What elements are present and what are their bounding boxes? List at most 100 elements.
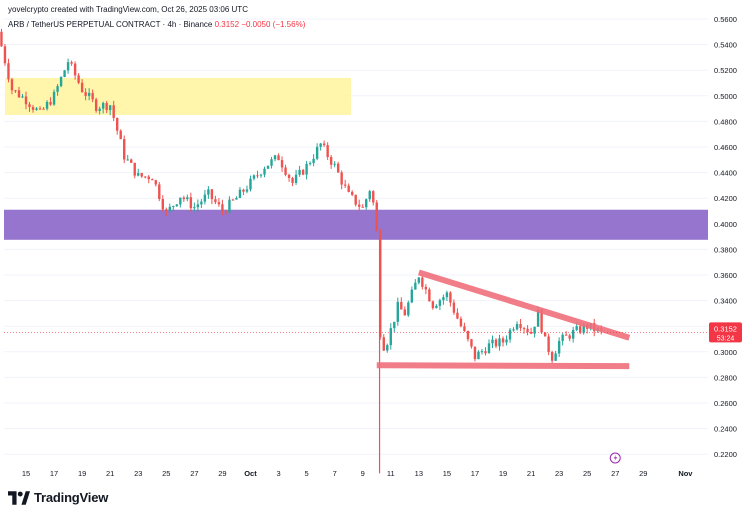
candle-body <box>582 324 585 333</box>
candle-body <box>228 199 231 213</box>
symbol-line[interactable]: ARB / TetherUS PERPETUAL CONTRACT · 4h ·… <box>8 20 305 29</box>
candle-body <box>203 194 207 202</box>
candle-body <box>84 92 87 96</box>
candle-body <box>263 168 266 175</box>
price-tick-label: 0.5200 <box>714 66 737 75</box>
candle-body <box>389 328 392 346</box>
price-tick-label: 0.2200 <box>714 450 737 459</box>
candle-body <box>66 62 70 71</box>
candle-body <box>470 339 473 347</box>
candle-body <box>308 163 312 165</box>
candle-body <box>259 174 263 176</box>
bar-countdown: 53:24 <box>717 335 735 342</box>
candles-group <box>0 28 603 474</box>
candle-body <box>38 108 42 110</box>
candle-body <box>463 326 466 332</box>
candle-body <box>533 326 536 334</box>
price-tick-label: 0.3800 <box>714 245 737 254</box>
candle-body <box>94 99 98 111</box>
candle-body <box>91 92 94 100</box>
candle-body <box>477 351 480 360</box>
candle-body <box>112 105 115 119</box>
candle-body <box>52 91 56 105</box>
candle-body <box>182 197 186 200</box>
candle-body <box>7 63 10 80</box>
candle-body <box>21 96 24 98</box>
time-tick-label: 17 <box>50 469 58 478</box>
tradingview-brand[interactable]: TradingView <box>8 490 108 505</box>
time-tick-label: 11 <box>387 469 395 478</box>
time-tick-label: 27 <box>190 469 198 478</box>
chart-credit: yovelcrypto created with TradingView.com… <box>8 5 248 14</box>
candle-body <box>24 96 28 105</box>
price-tick-label: 0.4400 <box>714 169 737 178</box>
candle-body <box>473 346 477 360</box>
candle-body <box>452 302 456 313</box>
candle-body <box>508 329 512 340</box>
candle-body <box>358 204 361 207</box>
price-tick-label: 0.4600 <box>714 143 737 152</box>
candle-body <box>322 143 326 146</box>
candle-body <box>291 178 294 183</box>
candle-body <box>578 326 582 333</box>
time-tick-label: 25 <box>583 469 591 478</box>
candle-body <box>557 340 561 354</box>
candle-body <box>319 143 322 147</box>
candle-body <box>144 176 147 178</box>
candle-body <box>161 199 164 210</box>
candle-body <box>17 90 21 98</box>
candle-body <box>550 352 554 361</box>
candle-body <box>133 162 136 176</box>
candle-body <box>158 184 161 200</box>
candle-body <box>10 79 14 91</box>
time-tick-label: 29 <box>218 469 226 478</box>
time-tick-label: 23 <box>555 469 563 478</box>
current-price: 0.3152 <box>214 20 240 29</box>
candle-body <box>45 101 49 109</box>
candle-body <box>329 157 333 165</box>
triangle-upper-trendline <box>417 269 631 341</box>
candle-body <box>407 302 410 316</box>
candle-body <box>108 105 112 111</box>
candle-body <box>231 199 235 201</box>
candle-body <box>449 292 452 303</box>
candle-body <box>505 339 508 343</box>
candle-body <box>137 173 140 176</box>
candle-body <box>417 277 421 283</box>
candle-body <box>526 328 529 333</box>
candle-body <box>305 163 308 175</box>
candle-body <box>235 197 238 200</box>
candle-body <box>42 108 45 110</box>
candle-body <box>466 331 470 340</box>
candle-body <box>547 336 550 353</box>
candle-body <box>196 204 200 208</box>
candle-body <box>270 159 273 166</box>
time-tick-label: 21 <box>106 469 114 478</box>
time-tick-label: 25 <box>162 469 170 478</box>
time-tick-label: Nov <box>678 469 693 478</box>
time-axis[interactable]: 15 17 19 21 23 25 27 29 Oct 3 5 7 9 11 13 15 17 19 21 23 25 2… <box>22 469 693 478</box>
candle-body <box>273 155 277 160</box>
candle-body <box>515 323 519 330</box>
candle-body <box>284 167 287 175</box>
candle-body <box>147 176 150 180</box>
price-axis[interactable]: 0.5600 0.5400 0.5200 0.5000 0.4800 0.4600 0.44… <box>714 15 737 459</box>
candle-body <box>123 139 126 160</box>
symbol-name: ARB / TetherUS PERPETUAL CONTRACT · 4h ·… <box>8 20 213 29</box>
candle-body <box>280 160 284 168</box>
candle-body <box>238 189 242 198</box>
price-tick-label: 0.5000 <box>714 92 737 101</box>
candle-body <box>540 309 543 333</box>
candle-body <box>73 63 77 76</box>
candle-body <box>224 211 228 213</box>
candle-body <box>350 191 354 195</box>
candle-body <box>294 174 298 183</box>
candle-body <box>77 75 80 83</box>
time-tick-label: 29 <box>639 469 647 478</box>
candle-body <box>561 334 564 341</box>
candle-body <box>554 353 557 361</box>
candle-body <box>126 159 129 161</box>
candle-body <box>333 163 336 165</box>
tradingview-logo-icon <box>8 490 30 505</box>
